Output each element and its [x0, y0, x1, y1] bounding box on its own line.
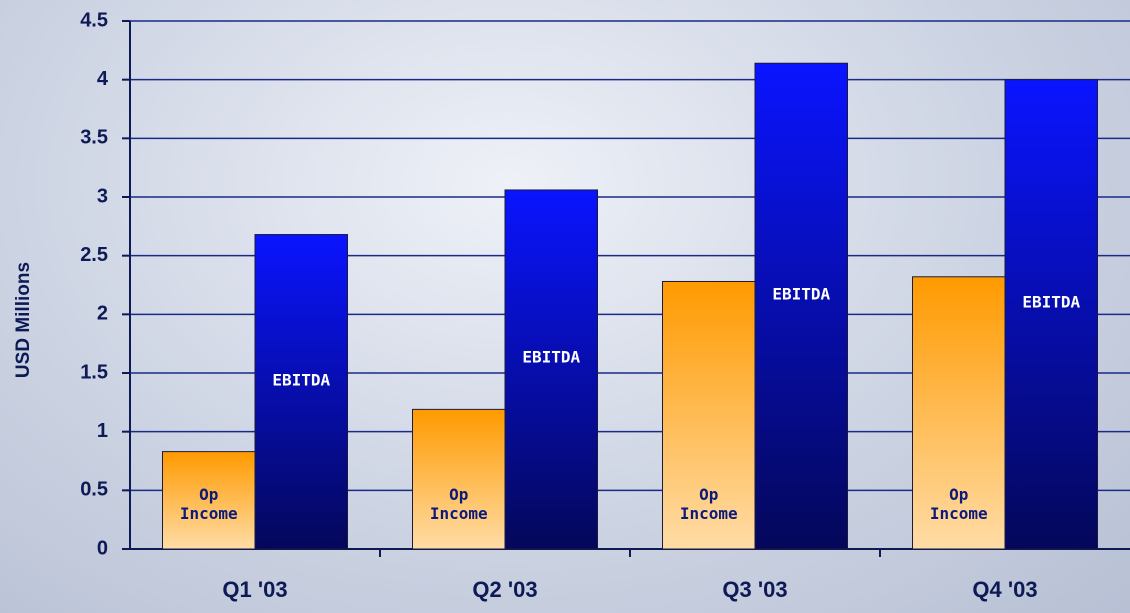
bar	[912, 276, 1006, 550]
y-tick-label: 0	[97, 537, 108, 559]
bar-series-label: Op Income	[429, 485, 488, 523]
bar	[254, 234, 348, 550]
bar	[162, 451, 256, 550]
bar	[754, 62, 848, 550]
bar-series-label: Op Income	[929, 485, 988, 523]
x-tick-label: Q3 '03	[722, 577, 787, 602]
y-tick-label: 3	[97, 185, 108, 207]
bar-series-label: Op Income	[679, 485, 738, 523]
x-tick-label: Q2 '03	[472, 577, 537, 602]
y-axis-title: USD Millions	[13, 262, 34, 378]
bar-series-label: Op Income	[179, 485, 238, 523]
y-tick-label: 0.5	[80, 479, 108, 501]
y-tick-label: 4.5	[80, 9, 108, 31]
y-tick-label: 2.5	[80, 244, 108, 266]
y-tick-label: 4	[97, 68, 109, 90]
bar-series-label: EBITDA	[272, 370, 331, 390]
bar-series-label: EBITDA	[772, 284, 831, 304]
y-tick-label: 2	[97, 303, 108, 325]
y-tick-label: 1.5	[80, 361, 108, 383]
y-tick-label: 1	[97, 420, 108, 442]
x-tick-label: Q4 '03	[972, 577, 1037, 602]
bar-series-label: EBITDA	[1022, 292, 1081, 312]
x-tick-label: Q1 '03	[222, 577, 287, 602]
bar	[412, 408, 506, 550]
y-tick-label: 3.5	[80, 127, 108, 149]
bar	[1004, 79, 1098, 550]
bar	[662, 280, 756, 550]
bar-series-label: EBITDA	[522, 347, 581, 367]
bar	[504, 189, 598, 550]
